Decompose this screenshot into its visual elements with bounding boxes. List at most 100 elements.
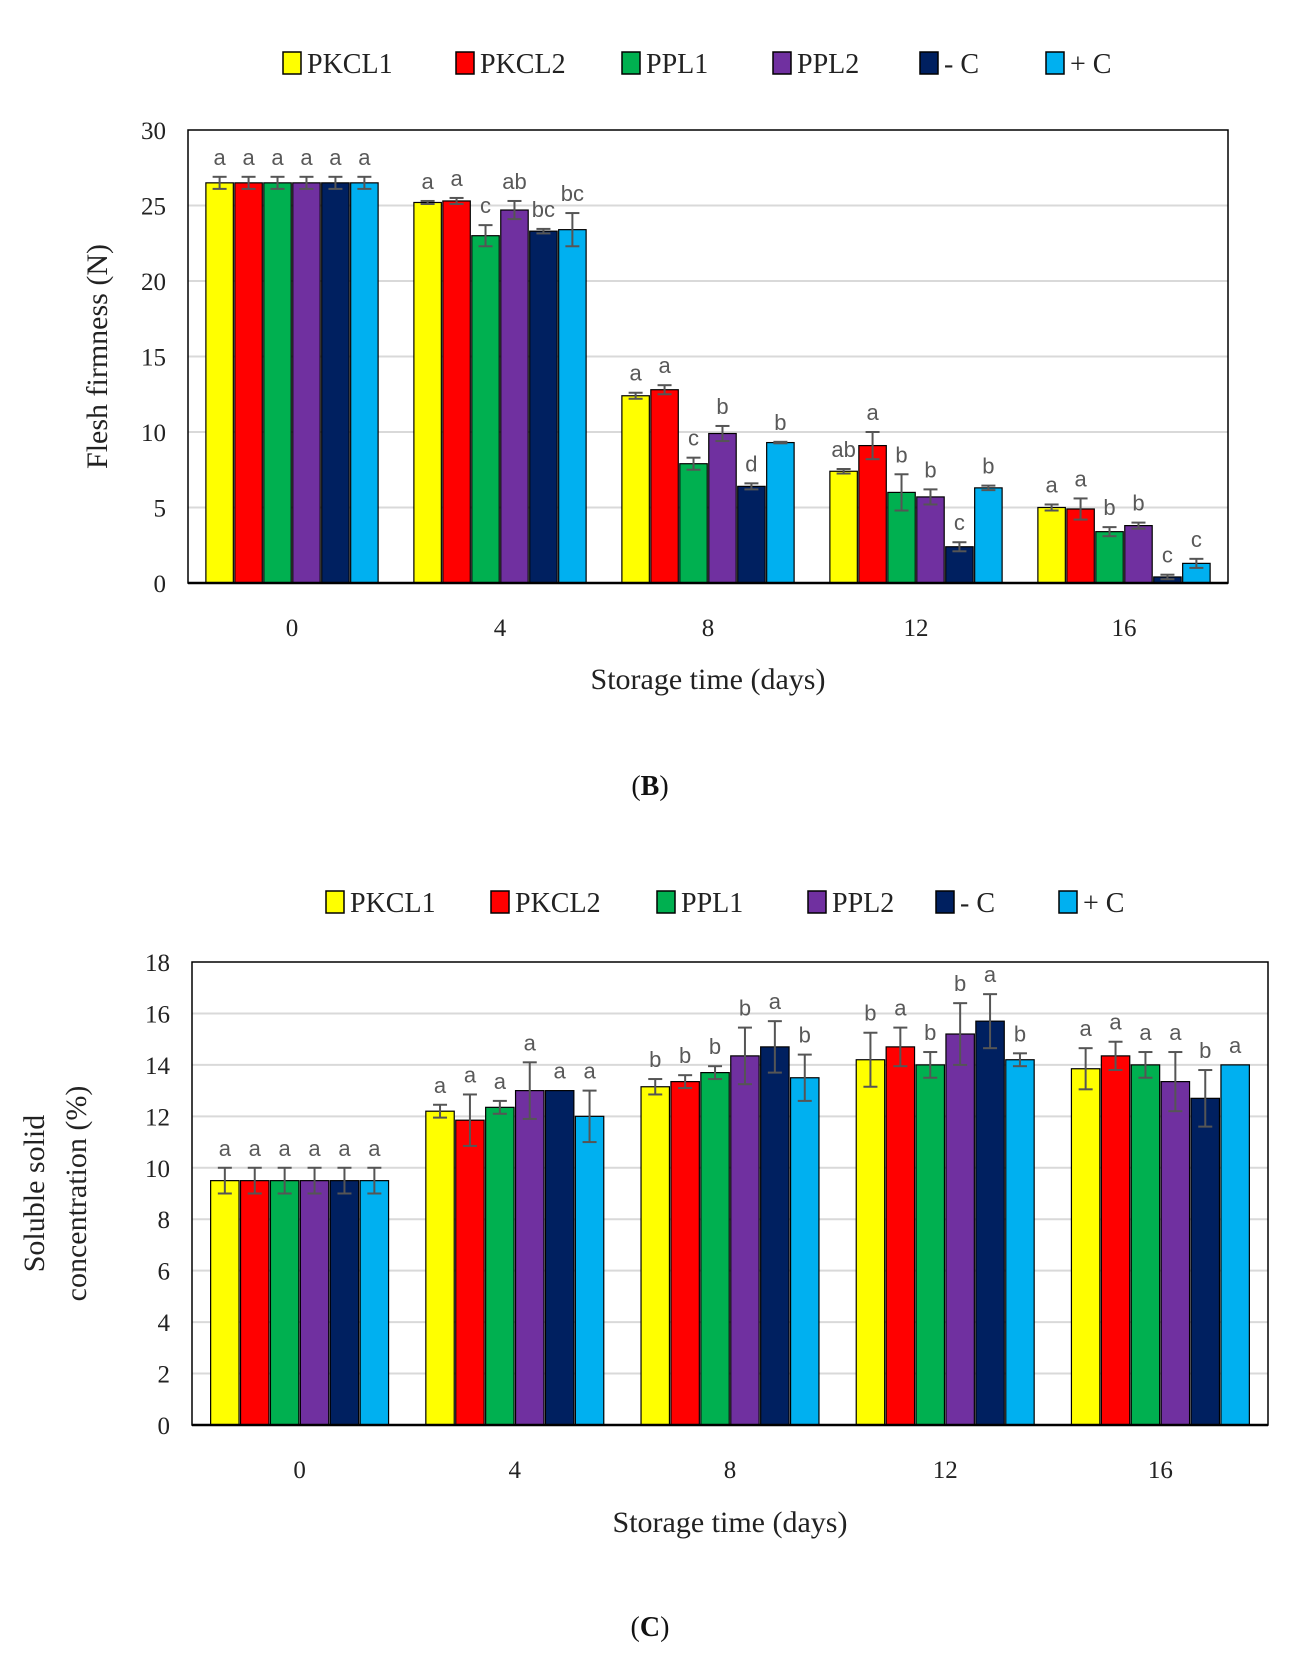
y-tick-label: 6	[158, 1259, 171, 1286]
significance-letter: b	[864, 1001, 876, 1026]
legend-item: PKCL2	[490, 888, 601, 919]
significance-letter: c	[1191, 527, 1202, 552]
y-tick-label: 30	[141, 118, 166, 145]
legend-item: PPL1	[621, 49, 708, 80]
bar	[708, 432, 737, 584]
bar	[974, 487, 1003, 584]
significance-letter: a	[1109, 1010, 1122, 1035]
legend-swatch	[621, 51, 641, 75]
bar	[1066, 508, 1095, 584]
bar	[529, 230, 558, 584]
y-tick-label: 18	[145, 950, 170, 977]
bar	[500, 209, 529, 584]
panel-letter: C	[640, 1612, 660, 1643]
significance-letter: c	[954, 510, 965, 535]
y-tick-label: 10	[141, 420, 166, 447]
legend-label: - C	[944, 49, 979, 80]
y-tick-label: 5	[154, 496, 167, 523]
significance-letter: a	[219, 1136, 232, 1161]
x-tick-label: 12	[904, 615, 929, 642]
significance-letter: a	[1169, 1020, 1182, 1045]
significance-letter: b	[799, 1023, 811, 1048]
significance-letter: ab	[502, 169, 526, 194]
bar	[234, 182, 263, 584]
bar	[700, 1072, 730, 1426]
bar	[299, 1180, 330, 1426]
x-tick-label: 0	[286, 615, 299, 642]
legend-label: PPL2	[797, 49, 859, 80]
significance-letter: a	[769, 989, 782, 1014]
legend-swatch	[656, 890, 676, 914]
x-tick-label: 16	[1148, 1457, 1173, 1484]
bar	[975, 1020, 1005, 1426]
legend-label: PPL1	[681, 888, 743, 919]
bar	[1005, 1059, 1035, 1426]
y-axis-title: Flesh firmness (N)	[81, 244, 114, 469]
legend-item: PPL1	[656, 888, 743, 919]
y-tick-label: 20	[141, 269, 166, 296]
significance-letter: b	[924, 457, 936, 482]
significance-letter: bc	[532, 197, 555, 222]
y-tick-label: 25	[141, 194, 166, 221]
significance-letter: a	[464, 1062, 477, 1087]
y-tick-label: 16	[145, 1001, 170, 1028]
bar	[766, 441, 795, 584]
bar	[1100, 1055, 1131, 1426]
y-tick-label: 15	[141, 345, 166, 372]
legend-item: + C	[1045, 49, 1111, 80]
legend-swatch	[325, 890, 345, 914]
bar	[329, 1180, 360, 1426]
bar	[269, 1180, 300, 1426]
significance-letter: a	[450, 166, 463, 191]
y-tick-label: 14	[145, 1053, 171, 1080]
bar	[1160, 1081, 1191, 1426]
bar	[885, 1046, 916, 1426]
significance-letter: a	[629, 361, 642, 386]
legend-label: PKCL2	[515, 888, 601, 919]
bar	[359, 1180, 390, 1426]
legend-item: PPL2	[807, 888, 894, 919]
significance-letter: a	[866, 400, 879, 425]
bar	[471, 235, 500, 584]
y-tick-label: 0	[158, 1413, 171, 1440]
bar	[1070, 1068, 1101, 1426]
y-tick-label: 10	[145, 1156, 170, 1183]
significance-letter: a	[358, 145, 371, 170]
bar	[858, 444, 887, 584]
legend-label: PPL1	[646, 49, 708, 80]
significance-letter: c	[1162, 543, 1173, 568]
bar	[916, 496, 945, 584]
x-axis-title: Storage time (days)	[591, 663, 826, 696]
legend-label: PKCL1	[307, 49, 393, 80]
significance-letter: c	[688, 426, 699, 451]
bar	[558, 229, 587, 584]
bar	[263, 182, 292, 584]
bar	[205, 182, 234, 584]
legend-item: PPL2	[772, 49, 859, 80]
bar	[210, 1180, 240, 1426]
significance-letter: a	[249, 1136, 262, 1161]
bar	[413, 201, 442, 584]
significance-letter: a	[1080, 1016, 1093, 1041]
x-tick-label: 8	[702, 615, 715, 642]
bar	[1095, 531, 1124, 584]
y-tick-label: 12	[145, 1104, 170, 1131]
significance-letter: a	[368, 1136, 381, 1161]
bar	[789, 1077, 820, 1426]
bar	[425, 1110, 455, 1426]
y-axis-title: concentration (%)	[60, 1086, 93, 1302]
significance-letter: a	[494, 1069, 507, 1094]
significance-letter: ab	[831, 437, 855, 462]
bar	[1190, 1097, 1221, 1426]
x-tick-label: 8	[724, 1457, 737, 1484]
bar	[1037, 506, 1066, 584]
significance-letter: b	[716, 394, 728, 419]
bar	[945, 1033, 975, 1426]
legend-item: PKCL1	[325, 888, 436, 919]
significance-letter: a	[583, 1059, 596, 1084]
legend-label: PKCL2	[480, 49, 566, 80]
significance-letter: b	[1132, 491, 1144, 516]
bar	[640, 1086, 671, 1426]
